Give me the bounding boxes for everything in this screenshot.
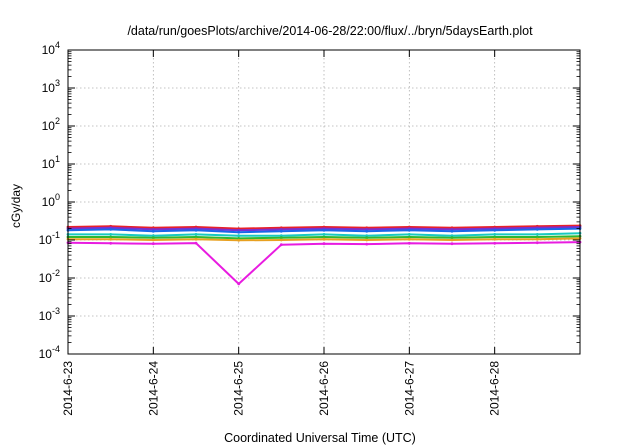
- series-3-point: [109, 228, 113, 231]
- series-3-point: [237, 230, 241, 234]
- y-tick-label: 103: [42, 78, 60, 95]
- series-5-point: [194, 235, 198, 239]
- series-6-point: [407, 237, 411, 241]
- series-7-point: [535, 241, 539, 245]
- y-axis-label: cGy/day: [9, 184, 23, 228]
- y-tick-label: 101: [42, 154, 60, 171]
- series-4-point: [407, 233, 411, 236]
- series-7-point: [151, 242, 155, 246]
- series-4-point: [279, 234, 283, 238]
- y-tick-label: 10-4: [39, 344, 60, 361]
- series-3-point: [322, 228, 326, 232]
- series-7-point: [450, 242, 454, 246]
- series-5-point: [322, 235, 326, 239]
- series-6-point: [322, 237, 326, 241]
- series-6-point: [365, 238, 369, 242]
- gridlines: [68, 50, 580, 354]
- series-3-point: [151, 229, 155, 233]
- series-4-point: [493, 233, 497, 236]
- series-7-point: [322, 242, 326, 246]
- series-6-point: [151, 238, 155, 242]
- series-7-point: [237, 282, 241, 286]
- series-6-point: [109, 237, 113, 241]
- series-6-point: [194, 237, 198, 241]
- series-4-point: [194, 233, 198, 236]
- series-4-point: [365, 234, 369, 238]
- series-4-point: [237, 234, 241, 238]
- series-5-point: [450, 236, 454, 240]
- series-4-point: [450, 234, 454, 238]
- x-tick-label: 2014-6-26: [317, 361, 331, 416]
- series-7-point: [493, 241, 497, 245]
- series-3-point: [365, 229, 369, 233]
- y-tick-label: 10-1: [39, 230, 60, 247]
- series-4-point: [109, 233, 113, 236]
- series-6-point: [535, 237, 539, 241]
- series-5-point: [535, 235, 539, 239]
- series-7-point: [365, 242, 369, 246]
- series-5-point: [279, 236, 283, 240]
- series-3-point: [194, 228, 198, 232]
- series-5-point: [365, 236, 369, 240]
- series-6-point: [237, 238, 241, 242]
- series-6-point: [279, 238, 283, 242]
- y-tick-label: 10-2: [39, 268, 60, 285]
- series-7-point: [407, 241, 411, 245]
- y-tick-label: 10-3: [39, 306, 60, 323]
- series-4-point: [151, 234, 155, 238]
- y-tick-label: 100: [42, 192, 60, 209]
- series-3-point: [450, 229, 454, 233]
- series-3-point: [535, 228, 539, 231]
- y-tick-label: 102: [42, 116, 60, 133]
- series-4-point: [535, 233, 539, 236]
- series-3-point: [279, 229, 283, 233]
- series-7-point: [109, 241, 113, 245]
- y-ticks: 10-4 10-3 10-2 10-1 100 101 102 103 104: [39, 40, 580, 361]
- series-6-point: [493, 237, 497, 241]
- x-axis-label: Coordinated Universal Time (UTC): [224, 431, 416, 445]
- series-6-point: [450, 238, 454, 242]
- series-5-point: [493, 235, 497, 239]
- x-tick-label: 2014-6-23: [61, 361, 75, 416]
- x-tick-label: 2014-6-25: [232, 361, 246, 416]
- series-5-point: [407, 235, 411, 239]
- x-tick-label: 2014-6-24: [146, 361, 160, 416]
- x-ticks: 2014-6-23 2014-6-24 2014-6-25 2014-6-26 2014…: [61, 50, 502, 416]
- series-5-point: [151, 236, 155, 240]
- x-tick-label: 2014-6-27: [402, 361, 416, 416]
- series-7-point: [194, 241, 198, 245]
- x-tick-label: 2014-6-28: [488, 361, 502, 416]
- series-5-point: [109, 235, 113, 239]
- chart-title: /data/run/goesPlots/archive/2014-06-28/2…: [127, 24, 533, 38]
- series-3-point: [407, 228, 411, 232]
- series-layer: [66, 224, 582, 286]
- series-3-point: [493, 228, 497, 232]
- series-7-point: [279, 243, 283, 247]
- y-tick-label: 104: [42, 40, 60, 57]
- series-4-point: [322, 233, 326, 236]
